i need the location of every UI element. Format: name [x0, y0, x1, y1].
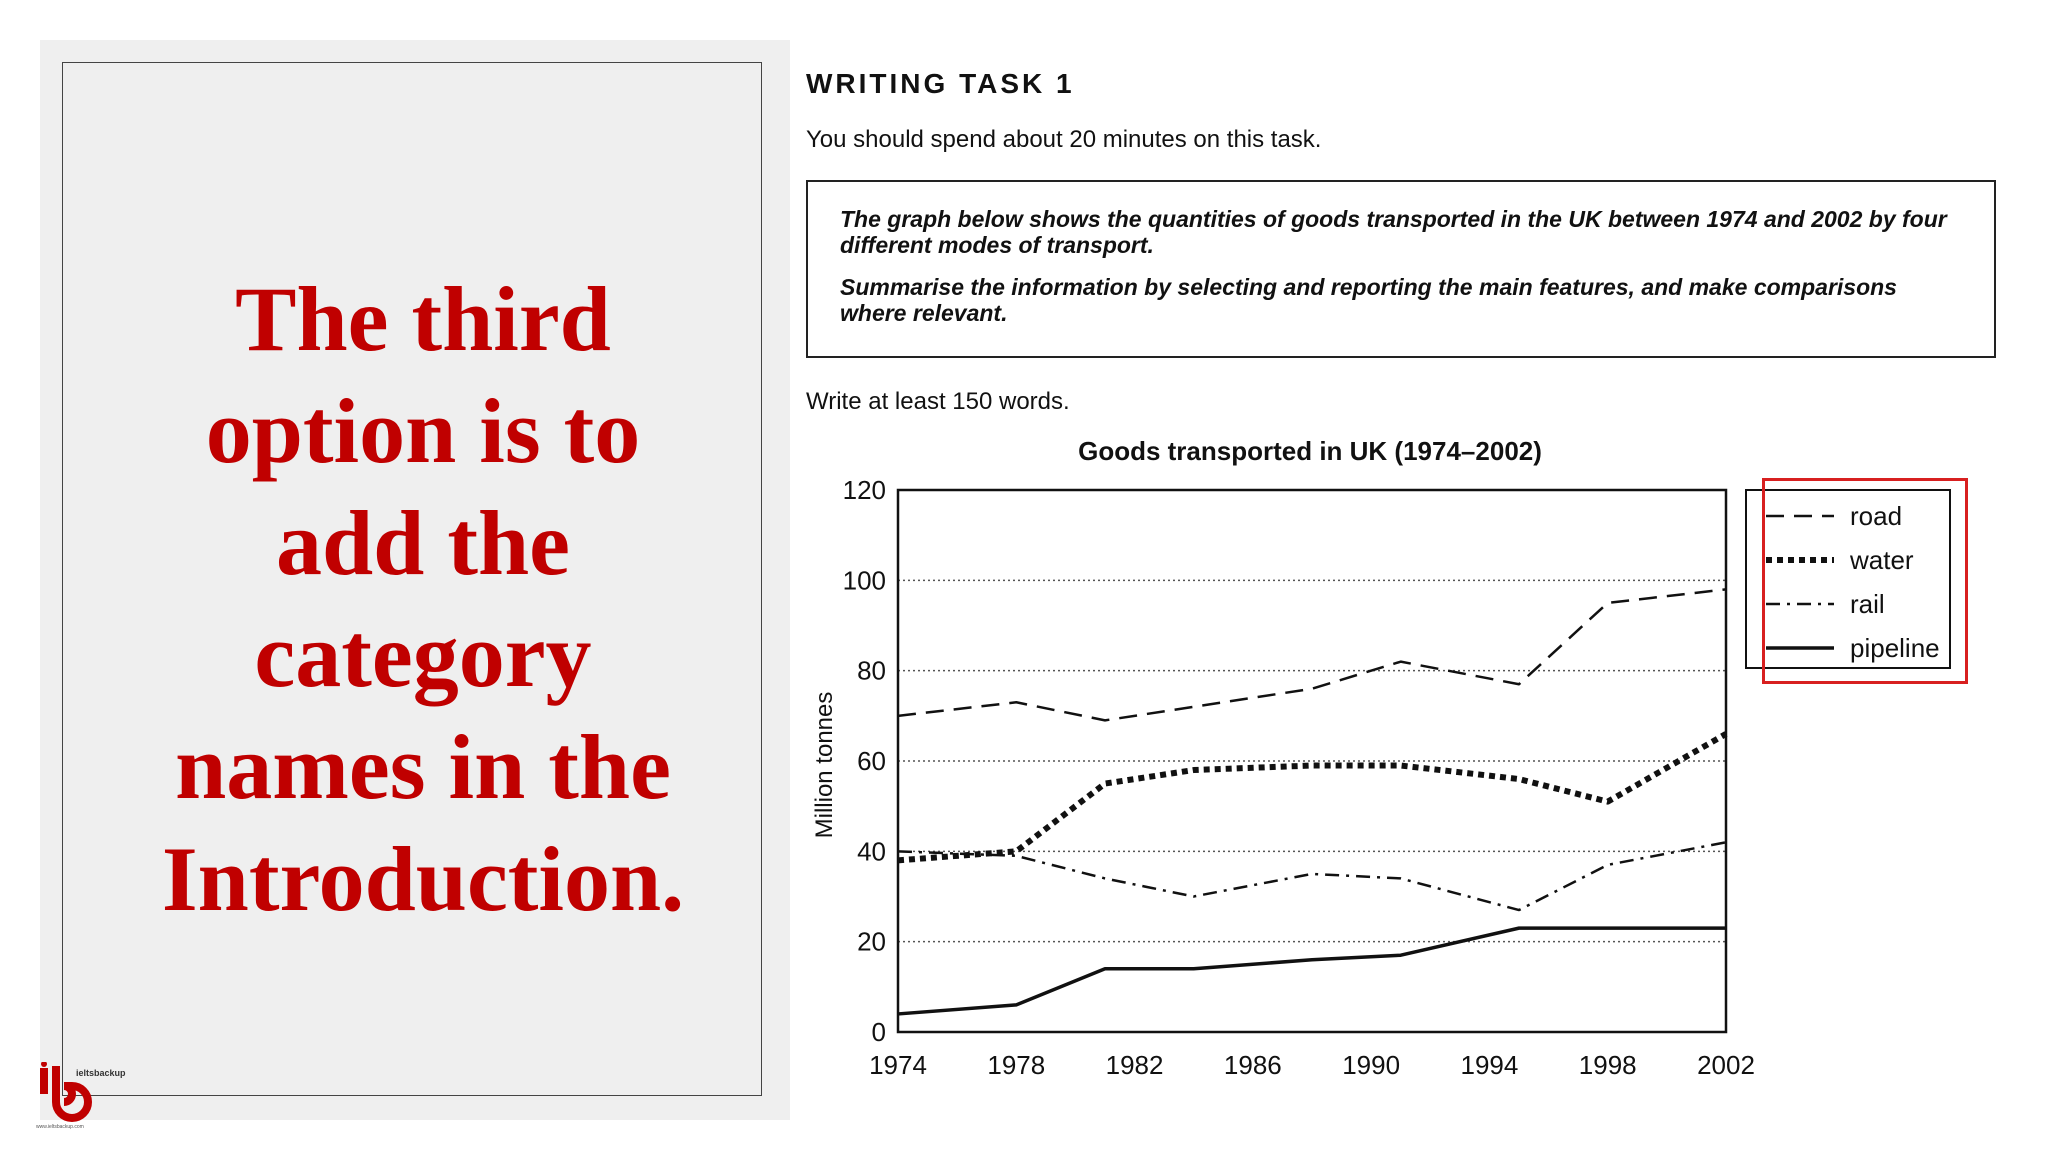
x-tick-label: 1986: [1224, 1050, 1282, 1080]
ieltsbackup-logo: ieltsbackup www.ieltsbackup.com: [36, 1062, 126, 1130]
axes: 0 20 40 60 80 100 120 1974 1978 1982 1986 1990 1994 1…: [843, 475, 1755, 1080]
plot-frame: [896, 488, 1728, 1034]
x-tick-label: 1978: [987, 1050, 1045, 1080]
legend-highlight-box: [1762, 478, 1968, 684]
series-water: [897, 731, 1728, 864]
x-tick-label: 1994: [1461, 1050, 1519, 1080]
x-tick-label: 1998: [1579, 1050, 1637, 1080]
headline: The third option is to add the category …: [161, 268, 685, 930]
task-prompt-box: The graph below shows the quantities of …: [806, 180, 1996, 358]
legend-label: road: [1850, 501, 1902, 531]
legend: road water rail pipeline: [1745, 489, 1951, 669]
series-rail: [897, 841, 1727, 912]
y-axis-label: Million tonnes: [811, 692, 838, 839]
word-count: Write at least 150 words.: [806, 388, 1070, 415]
task-instruction: You should spend about 20 minutes on thi…: [806, 126, 1322, 153]
task-sheet: WRITING TASK 1 You should spend about 20…: [806, 0, 2036, 1152]
series-road: [897, 588, 1727, 722]
left-panel: The third option is to add the category …: [40, 40, 790, 1120]
legend-frame: [1745, 489, 1951, 669]
y-tick-label: 0: [872, 1017, 886, 1047]
y-tick-label: 120: [843, 475, 886, 505]
line-chart: Goods transported in UK (1974–2002) Mill…: [811, 436, 1951, 1080]
task-prompt-line1: The graph below shows the quantities of …: [840, 206, 1947, 258]
y-tick-label: 60: [857, 746, 886, 776]
chart-title: Goods transported in UK (1974–2002): [1078, 436, 1542, 466]
legend-label: pipeline: [1850, 633, 1940, 663]
logo-url: www.ieltsbackup.com: [36, 1124, 84, 1130]
x-tick-label: 1990: [1342, 1050, 1400, 1080]
logo-text: ieltsbackup: [76, 1068, 126, 1078]
task-title: WRITING TASK 1: [806, 68, 1075, 99]
y-tick-label: 40: [857, 836, 886, 866]
series-pipeline: [897, 926, 1726, 1016]
task-prompt-line2: Summarise the information by selecting a…: [840, 274, 1897, 326]
y-tick-label: 100: [843, 565, 886, 595]
x-tick-label: 1982: [1106, 1050, 1164, 1080]
x-tick-label: 1974: [869, 1050, 927, 1080]
x-tick-label: 2002: [1697, 1050, 1755, 1080]
legend-label: rail: [1850, 589, 1885, 619]
headline-card: The third option is to add the category …: [62, 62, 762, 1096]
y-tick-label: 20: [857, 927, 886, 957]
y-tick-label: 80: [857, 656, 886, 686]
series-lines: [897, 588, 1728, 1016]
legend-label: water: [1849, 545, 1914, 575]
grid-lines: [898, 579, 1726, 943]
